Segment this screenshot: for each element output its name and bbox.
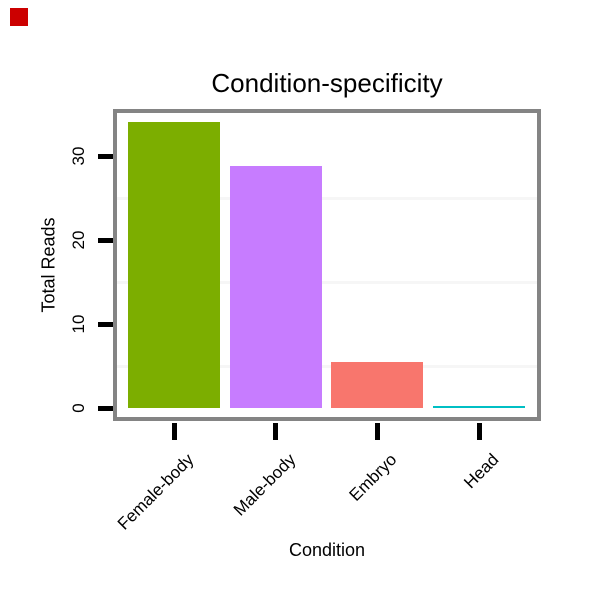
y-axis-tick: [98, 238, 113, 243]
y-tick-label: 20: [69, 230, 88, 250]
chart-title: Condition-specificity: [211, 68, 443, 98]
bar-head: [433, 406, 525, 408]
x-tick-label-female-body: Female-body: [113, 450, 198, 534]
x-axis-tick: [273, 423, 278, 440]
red-square-marker: [10, 8, 28, 26]
y-axis-label: Total Reads: [38, 217, 59, 313]
bar-female-body: [128, 122, 220, 408]
bar-male-body: [230, 166, 322, 408]
x-tick-label-head: Head: [460, 450, 503, 493]
y-axis-tick: [98, 154, 113, 159]
y-tick-label: 30: [69, 146, 88, 166]
y-tick-label: 10: [69, 314, 88, 334]
x-tick-label-male-body: Male-body: [229, 450, 300, 520]
x-tick-label-embryo: Embryo: [345, 450, 401, 505]
x-axis-tick: [172, 423, 177, 440]
x-axis-tick: [477, 423, 482, 440]
minor-gridline: [117, 365, 537, 368]
minor-gridline: [117, 281, 537, 284]
y-tick-label: 0: [69, 403, 88, 413]
x-axis-label: Condition: [288, 540, 366, 560]
x-axis-tick: [375, 423, 380, 440]
plot-panel: [113, 109, 541, 421]
bar-embryo: [331, 362, 423, 408]
y-axis-tick: [98, 406, 113, 411]
minor-gridline: [117, 197, 537, 200]
y-axis-tick: [98, 322, 113, 327]
